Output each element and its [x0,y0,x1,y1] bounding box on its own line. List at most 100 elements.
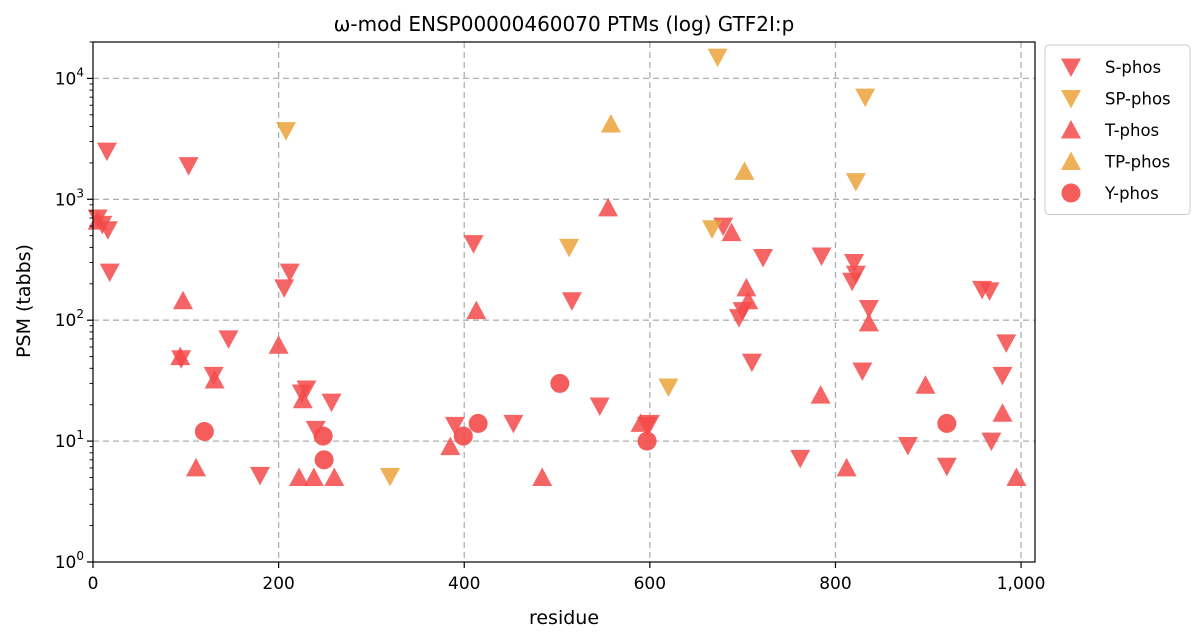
grid-lines [93,42,1035,562]
sp-phos-point [276,122,297,141]
y-phos-point [468,413,488,433]
sp-phos-point [845,173,866,192]
t-phos-point [292,389,313,409]
x-tick-label: 0 [88,574,99,594]
y-phos-point [194,422,214,442]
s-phos-point [589,397,610,417]
t-phos-point [173,290,194,310]
legend-marker-y-phos [1061,183,1081,203]
x-tick-label: 1,000 [997,574,1046,594]
t-phos-point [630,413,651,432]
legend-marker-tp-phos [1061,151,1081,170]
t-phos-point [268,335,289,354]
s-phos-point [844,254,865,273]
s-phos-point [992,366,1013,386]
s-phos-point [274,279,295,298]
y-axis-ticks: 100 101 102 103 104 [55,41,93,573]
legend: S-phos SP-phos T-phos TP-phos Y-phos [1044,44,1191,215]
legend-marker-s-phos [1061,58,1081,77]
s-phos-point [845,265,866,285]
s-phos-point [321,393,342,413]
x-tick-label: 800 [819,574,851,594]
sp-phos-point [658,378,679,398]
t-phos-point [440,436,461,456]
y-tick-label: 103 [55,186,84,210]
y-phos-point [314,450,334,470]
t-phos-point [738,290,759,310]
x-tick-label: 200 [262,574,294,594]
s-phos-point [296,380,317,399]
s-phos-point [639,414,660,434]
y-phos-point [937,413,957,433]
y-tick-label: 102 [55,307,84,331]
x-axis-label: residue [529,607,599,629]
tp-phos-point [734,161,755,180]
y-phos-point [637,431,657,451]
y-tick-label: 101 [55,428,84,452]
t-phos-point [289,467,310,486]
s-phos-point [753,249,774,268]
y-axis-label: PSM (tabbs) [13,244,35,358]
plot-frame [92,41,1036,563]
sp-phos-point [707,48,728,68]
sp-phos-point [559,238,580,258]
s-phos-point [178,157,199,176]
s-phos-point [561,292,582,311]
s-phos-point [852,362,873,382]
t-phos-point [170,346,191,366]
s-phos-point [463,235,484,254]
s-phos-point [979,282,1000,301]
y-phos-point [453,426,473,446]
s-phos-point [811,247,832,266]
s-phos-point [279,263,300,283]
s-phos-point [305,420,326,440]
t-phos-point [598,197,619,217]
s-phos-point [981,432,1002,452]
y-phos-point [550,373,570,393]
t-phos-point [810,385,831,404]
legend-marker-t-phos [1061,120,1081,139]
s-phos-point [741,353,762,373]
s-phos-point [897,436,918,456]
series-t-phos [87,197,1027,486]
legend-label-t-phos: T-phos [1104,121,1159,140]
t-phos-point [204,370,225,389]
s-phos-point [99,263,120,283]
sp-phos-point [702,220,723,239]
t-phos-point [466,300,487,320]
s-phos-point [250,466,271,486]
t-phos-point [736,277,757,297]
t-phos-point [992,403,1013,422]
series-tp-phos [600,113,755,180]
legend-label-tp-phos: TP-phos [1104,153,1170,172]
legend-label-s-phos: S-phos [1105,58,1161,77]
t-phos-point [858,312,879,332]
series-s-phos [87,142,1017,486]
legend-marker-sp-phos [1061,90,1081,109]
t-phos-point [836,457,857,477]
s-phos-point [936,457,957,477]
t-phos-point [303,467,324,486]
t-phos-point [1006,467,1027,486]
x-axis-ticks: 0 200 400 600 800 1,000 [88,562,1046,594]
legend-label-sp-phos: SP-phos [1105,90,1171,109]
data-points [87,48,1027,487]
s-phos-point [96,142,117,162]
chart-title: ω-mod ENSP00000460070 PTMs (log) GTF2I:p [334,12,795,36]
y-tick-label: 100 [55,549,84,573]
sp-phos-point [855,88,876,108]
s-phos-point [444,416,465,436]
s-phos-point [503,414,524,434]
y-phos-point [313,426,333,446]
t-phos-point [186,457,207,477]
series-y-phos [194,373,957,470]
tp-phos-point [600,113,621,133]
t-phos-point [721,222,742,242]
series-sp-phos [276,48,876,487]
s-phos-point [858,299,879,319]
x-tick-label: 600 [634,574,666,594]
t-phos-point [324,467,345,486]
s-phos-point [996,334,1017,353]
t-phos-point [915,375,936,394]
